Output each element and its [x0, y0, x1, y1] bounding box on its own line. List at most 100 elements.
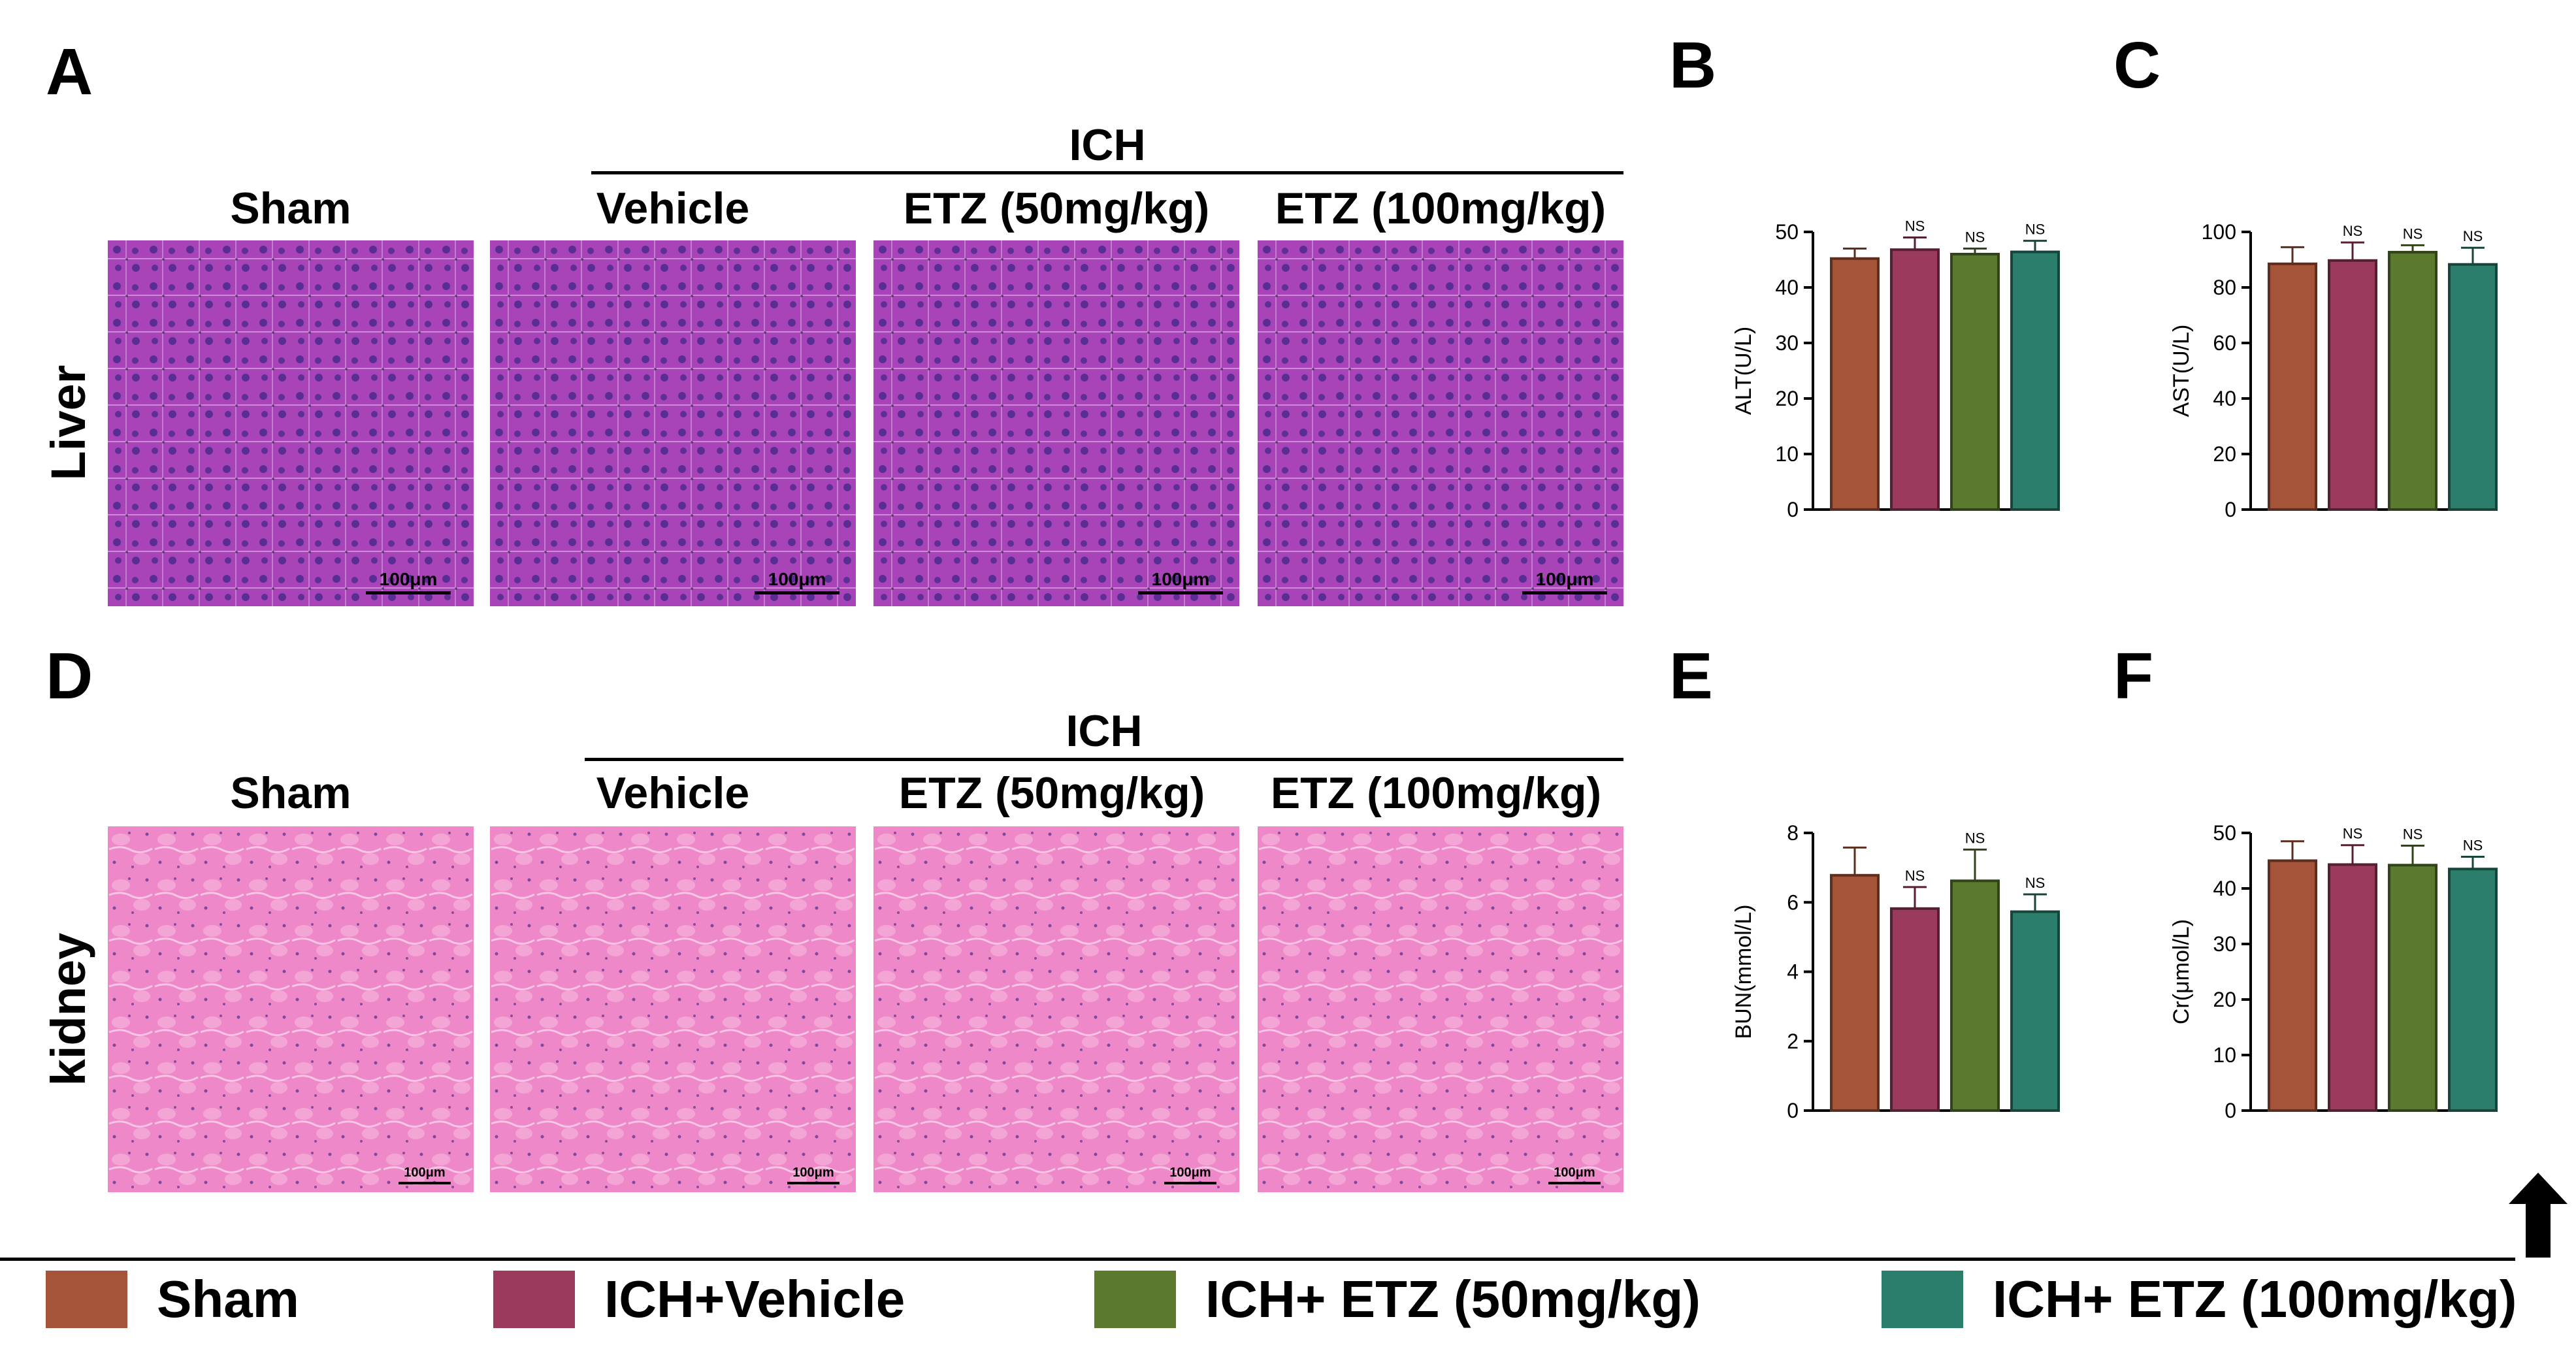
y-tick-label: 6: [1787, 890, 1799, 914]
bar-3: [2448, 263, 2498, 511]
legend-label-sham: Sham: [157, 1270, 299, 1328]
ast-bar-chart: 0 20 40 60 80 100 AST(U/L) NS NS NS: [2169, 220, 2498, 521]
y-tick-label: 0: [2225, 498, 2236, 521]
scale-bar-kidney-sham: 100μm: [399, 1166, 451, 1184]
panel-letter-c: C: [2113, 29, 2161, 102]
bar-2: [2388, 251, 2437, 512]
legend-swatch-etz50: [1094, 1271, 1176, 1328]
group-rule-liver: [591, 171, 1623, 174]
group-rule-kidney: [585, 758, 1623, 761]
bar-1: [2328, 863, 2377, 1112]
y-tick-label: 30: [2213, 932, 2236, 956]
y-tick-label: 20: [1775, 387, 1799, 410]
y-tick-label: 4: [1787, 960, 1799, 984]
legend-label-etz50: ICH+ ETZ (50mg/kg): [1205, 1270, 1701, 1328]
y-axis-label: AST(U/L): [2169, 325, 2194, 417]
y-tick-label: 10: [1775, 442, 1799, 466]
bar-0: [1830, 257, 1880, 512]
significance-label-1: NS: [1905, 218, 1925, 235]
bun-bar-chart: 0 2 4 6 8 BUN(mmol/L) NS NS NS: [1731, 821, 2060, 1122]
kidney-image-etz100: 100μm: [1258, 826, 1623, 1192]
significance-label-2: NS: [1965, 830, 1985, 847]
bar-0: [2268, 859, 2317, 1112]
scale-bar-kidney-etz100: 100μm: [1548, 1166, 1601, 1184]
panel-letter-a: A: [46, 35, 93, 108]
up-arrow-icon: [2509, 1173, 2568, 1258]
significance-label-2: NS: [1965, 229, 1985, 246]
liver-image-etz50: 100μm: [873, 240, 1239, 606]
col-head-liver-sham: Sham: [230, 184, 351, 233]
significance-label-1: NS: [2343, 826, 2363, 842]
panel-letter-e: E: [1669, 640, 1713, 713]
bar-1: [1890, 248, 1940, 511]
y-tick-label: 40: [2213, 387, 2236, 410]
significance-label-1: NS: [2343, 223, 2363, 239]
y-tick-label: 2: [1787, 1030, 1799, 1053]
y-tick-label: 50: [2213, 821, 2236, 845]
significance-label-3: NS: [2463, 837, 2483, 854]
legend-swatch-sham: [46, 1271, 127, 1328]
bar-1: [2328, 259, 2377, 512]
significance-label-2: NS: [2403, 225, 2423, 242]
legend-rule: [0, 1258, 2515, 1261]
scale-bar-liver-vehicle: 100μm: [755, 570, 840, 594]
y-tick-label: 60: [2213, 331, 2236, 355]
col-head-kidney-etz100: ETZ (100mg/kg): [1270, 768, 1602, 818]
legend-swatch-vehicle: [493, 1271, 575, 1328]
alt-bar-chart: 0 10 20 30 40 50 ALT(U/L) NS NS NS: [1731, 218, 2060, 521]
bar-2: [1950, 253, 2000, 511]
col-head-liver-etz100: ETZ (100mg/kg): [1275, 184, 1606, 233]
bar-0: [2268, 262, 2317, 511]
bar-2: [1950, 879, 2000, 1112]
bar-2: [2388, 864, 2437, 1113]
y-tick-label: 0: [1787, 1099, 1799, 1122]
legend-swatch-etz100: [1882, 1271, 1963, 1328]
group-label-ich-kidney: ICH: [1066, 706, 1143, 756]
y-tick-label: 0: [1787, 498, 1799, 521]
y-tick-label: 40: [1775, 276, 1799, 299]
col-head-kidney-sham: Sham: [230, 768, 351, 818]
legend-label-vehicle: ICH+Vehicle: [604, 1270, 905, 1328]
legend-label-etz100: ICH+ ETZ (100mg/kg): [1993, 1270, 2517, 1328]
significance-label-3: NS: [2463, 228, 2483, 244]
significance-label-3: NS: [2025, 875, 2046, 891]
y-tick-label: 30: [1775, 331, 1799, 355]
kidney-image-etz50: 100μm: [873, 826, 1239, 1192]
panel-letter-f: F: [2113, 640, 2154, 713]
legend-item-vehicle: ICH+Vehicle: [493, 1271, 905, 1328]
legend-item-etz50: ICH+ ETZ (50mg/kg): [1094, 1271, 1701, 1328]
y-axis-label: ALT(U/L): [1731, 327, 1756, 415]
scale-bar-kidney-etz50: 100μm: [1164, 1166, 1216, 1184]
bar-3: [2448, 868, 2498, 1112]
y-axis-label: BUN(mmol/L): [1731, 905, 1756, 1039]
y-tick-label: 8: [1787, 821, 1799, 845]
col-head-kidney-vehicle: Vehicle: [596, 768, 750, 818]
legend-item-sham: Sham: [46, 1271, 299, 1328]
panel-letter-b: B: [1669, 29, 1717, 102]
group-label-ich-liver: ICH: [1069, 120, 1146, 170]
liver-image-vehicle: 100μm: [490, 240, 856, 606]
legend-item-etz100: ICH+ ETZ (100mg/kg): [1882, 1271, 2517, 1328]
bar-3: [2010, 250, 2060, 511]
scale-bar-liver-sham: 100μm: [366, 570, 451, 594]
cr-bar-chart: 0 10 20 30 40 50 Cr(μmol/L) NS NS NS: [2169, 821, 2498, 1122]
scale-bar-kidney-vehicle: 100μm: [787, 1166, 840, 1184]
row-label-liver: Liver: [41, 365, 95, 481]
col-head-liver-vehicle: Vehicle: [596, 184, 750, 233]
y-tick-label: 0: [2225, 1099, 2236, 1122]
col-head-liver-etz50: ETZ (50mg/kg): [903, 184, 1210, 233]
liver-image-sham: 100μm: [108, 240, 474, 606]
y-tick-label: 10: [2213, 1043, 2236, 1067]
kidney-image-vehicle: 100μm: [490, 826, 856, 1192]
significance-label-1: NS: [1905, 868, 1925, 884]
bar-0: [1830, 873, 1880, 1112]
bar-1: [1890, 907, 1940, 1112]
scale-bar-liver-etz100: 100μm: [1522, 570, 1607, 594]
y-tick-label: 50: [1775, 220, 1799, 244]
scale-bar-liver-etz50: 100μm: [1138, 570, 1223, 594]
y-tick-label: 40: [2213, 877, 2236, 900]
liver-image-etz100: 100μm: [1258, 240, 1623, 606]
row-label-kidney: kidney: [41, 932, 95, 1086]
y-tick-label: 80: [2213, 276, 2236, 299]
kidney-image-sham: 100μm: [108, 826, 474, 1192]
